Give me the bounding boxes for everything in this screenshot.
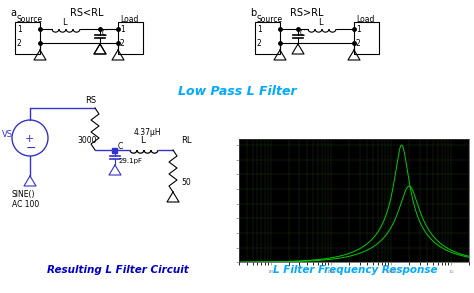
Bar [354, 22, 379, 54]
Text: 1: 1 [356, 25, 361, 34]
Text: 2: 2 [17, 39, 22, 48]
Text: 1: 1 [120, 25, 125, 34]
Text: 29.1pF: 29.1pF [119, 158, 143, 164]
Text: −: − [26, 142, 36, 155]
Text: C: C [102, 29, 107, 38]
Text: 1: 1 [257, 25, 262, 34]
Text: Load: Load [120, 15, 138, 24]
Text: +: + [25, 134, 35, 144]
Text: L: L [140, 136, 145, 145]
Text: 2: 2 [257, 39, 262, 48]
Text: RS: RS [85, 96, 97, 105]
Text: 2: 2 [356, 39, 361, 48]
Bar [118, 22, 143, 54]
Bar [255, 22, 280, 54]
Text: SINE(): SINE() [12, 190, 36, 199]
Text: a: a [10, 8, 16, 18]
Text: RS<RL: RS<RL [70, 8, 103, 18]
Text: 50: 50 [181, 178, 191, 187]
Text: Load: Load [356, 15, 374, 24]
Text: RS>RL: RS>RL [290, 8, 323, 18]
Text: AC 100: AC 100 [12, 200, 39, 209]
Bar [112, 147, 118, 152]
Bar [15, 22, 40, 54]
Text: b: b [250, 8, 256, 18]
Text: 3000: 3000 [77, 136, 97, 145]
Text: Resulting L Filter Circuit: Resulting L Filter Circuit [47, 265, 189, 275]
Text: C: C [118, 142, 123, 151]
Text: 2: 2 [120, 39, 125, 48]
Text: 1: 1 [17, 25, 22, 34]
Text: Source: Source [17, 15, 43, 24]
Text: Source: Source [257, 15, 283, 24]
Text: L: L [62, 18, 67, 27]
Text: RL: RL [181, 136, 191, 145]
Text: VS: VS [2, 130, 13, 139]
Text: L: L [318, 18, 323, 27]
Text: C: C [300, 29, 305, 38]
Text: 4.37μH: 4.37μH [134, 128, 162, 137]
Text: Low Pass L Filter: Low Pass L Filter [178, 85, 296, 98]
Text: L Filter Frequency Response: L Filter Frequency Response [273, 265, 437, 275]
